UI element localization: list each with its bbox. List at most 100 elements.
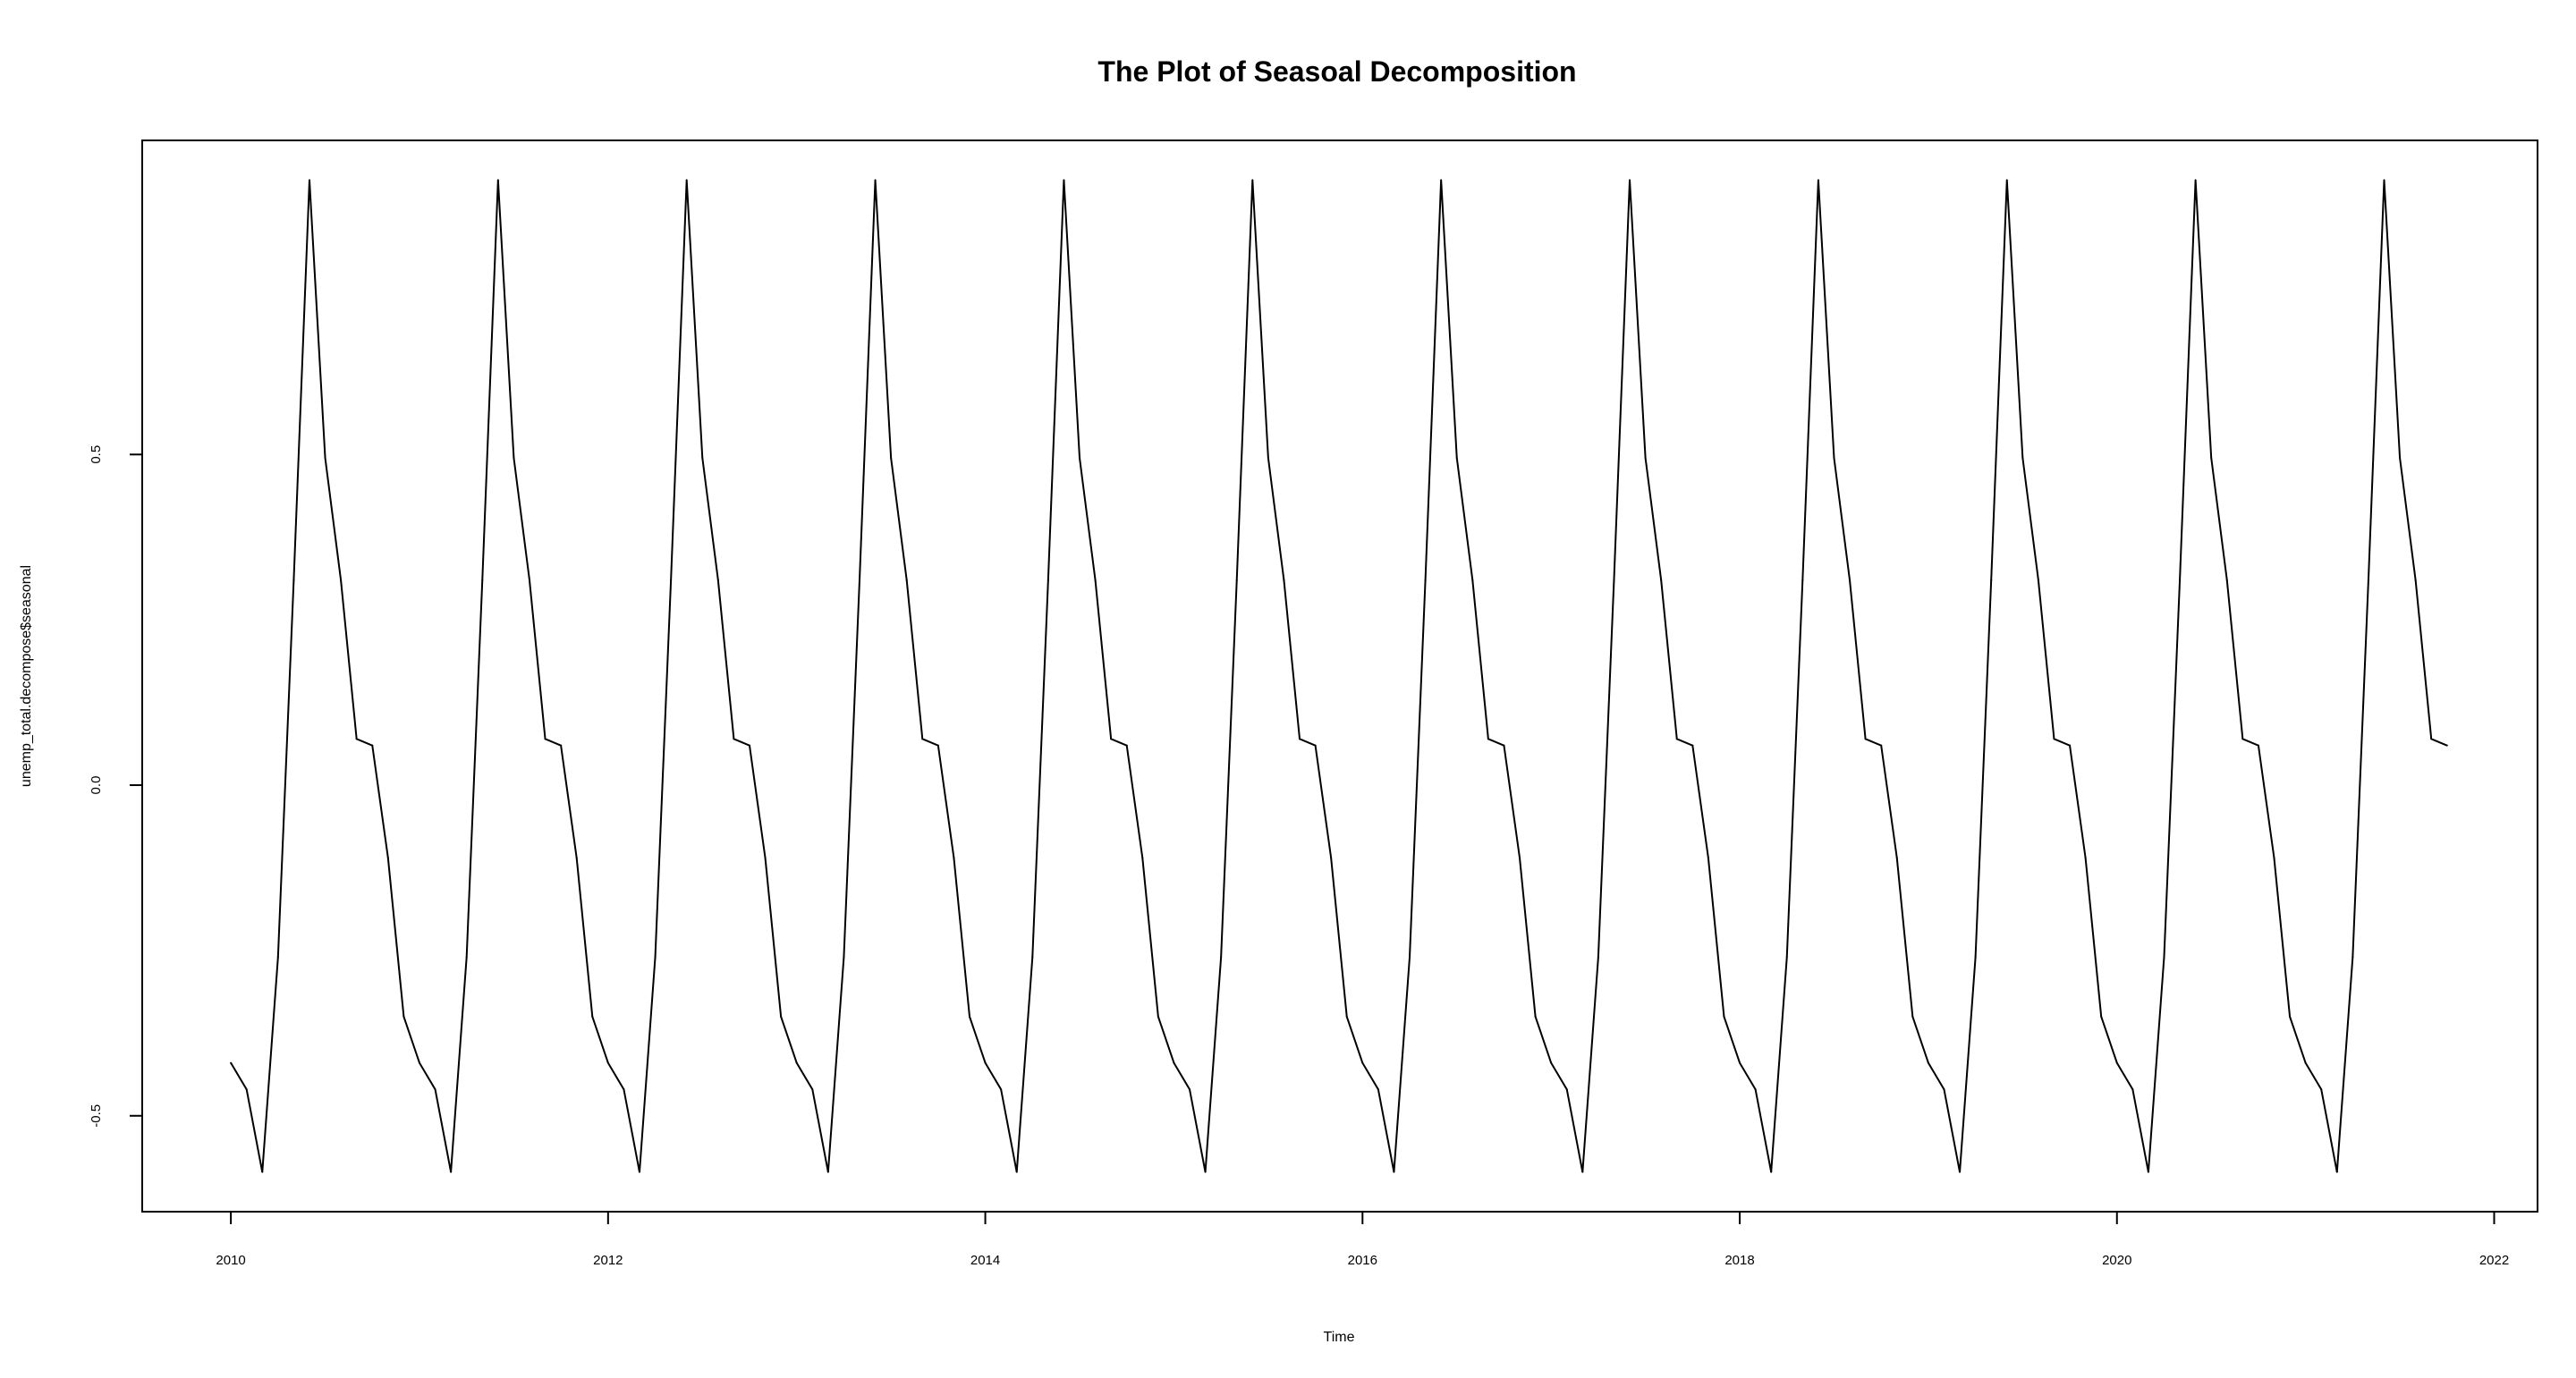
data-point bbox=[356, 738, 358, 740]
y-tick-label: -0.5 bbox=[89, 1104, 104, 1128]
data-point bbox=[985, 1062, 987, 1064]
data-point bbox=[1581, 1171, 1583, 1173]
data-point bbox=[1660, 579, 1662, 581]
data-point bbox=[1000, 1088, 1002, 1090]
data-point bbox=[1079, 457, 1080, 459]
data-point bbox=[875, 179, 877, 181]
data-point bbox=[2368, 579, 2369, 581]
x-tick-label: 2016 bbox=[1348, 1253, 1377, 1268]
data-point bbox=[2038, 579, 2039, 581]
data-point bbox=[1818, 179, 1819, 181]
data-point bbox=[733, 738, 734, 740]
data-point bbox=[529, 579, 530, 581]
data-point bbox=[1535, 1016, 1537, 1018]
data-point bbox=[1975, 956, 1977, 958]
data-point bbox=[1566, 1088, 1568, 1090]
data-point bbox=[1440, 179, 1442, 181]
data-point bbox=[811, 1088, 813, 1090]
data-point bbox=[1755, 1088, 1757, 1090]
data-point bbox=[2289, 1016, 2291, 1018]
data-point bbox=[1519, 857, 1521, 858]
data-point bbox=[2006, 179, 2008, 181]
data-point bbox=[2430, 738, 2432, 740]
data-point bbox=[1990, 579, 1992, 581]
data-point bbox=[261, 1171, 263, 1173]
y-axis-label: unemp_total.decompose$seasonal bbox=[19, 565, 34, 787]
data-point bbox=[1487, 738, 1489, 740]
data-point bbox=[2163, 956, 2165, 958]
data-point bbox=[890, 457, 892, 459]
data-point bbox=[2210, 457, 2212, 459]
data-point bbox=[1676, 738, 1678, 740]
data-point bbox=[843, 956, 844, 958]
data-point bbox=[1236, 579, 1238, 581]
data-point bbox=[402, 1016, 404, 1018]
data-point bbox=[2131, 1088, 2133, 1090]
data-point bbox=[1896, 857, 1898, 858]
data-point bbox=[419, 1062, 420, 1064]
data-point bbox=[969, 1016, 970, 1018]
data-point bbox=[859, 579, 860, 581]
data-point bbox=[1613, 579, 1614, 581]
data-point bbox=[371, 745, 373, 747]
y-axis: -0.5 0.0 0.5 bbox=[89, 445, 142, 1128]
data-point bbox=[325, 457, 326, 459]
data-point bbox=[1047, 579, 1049, 581]
data-point bbox=[340, 579, 342, 581]
data-point bbox=[497, 179, 499, 181]
data-point bbox=[670, 579, 672, 581]
x-axis: 2010 2012 2014 2016 2018 2020 2022 bbox=[216, 1212, 2509, 1268]
data-point bbox=[1220, 956, 1222, 958]
x-tick-label: 2022 bbox=[2479, 1253, 2509, 1268]
data-point bbox=[827, 1171, 829, 1173]
data-point bbox=[2085, 857, 2087, 858]
data-point bbox=[749, 745, 750, 747]
data-point bbox=[1629, 179, 1631, 181]
data-point bbox=[765, 857, 767, 858]
data-point bbox=[1251, 179, 1253, 181]
data-point bbox=[639, 1171, 640, 1173]
x-tick-label: 2020 bbox=[2102, 1253, 2131, 1268]
data-point bbox=[1959, 1171, 1961, 1173]
data-point bbox=[1456, 457, 1458, 459]
data-point bbox=[1031, 956, 1033, 958]
data-point bbox=[2179, 579, 2181, 581]
data-point bbox=[1786, 956, 1788, 958]
data-point bbox=[1707, 857, 1709, 858]
data-point bbox=[1880, 745, 1882, 747]
series-layer bbox=[230, 179, 2448, 1172]
data-point bbox=[1016, 1171, 1018, 1173]
data-point bbox=[1550, 1062, 1552, 1064]
x-tick-label: 2012 bbox=[593, 1253, 623, 1268]
plot-frame bbox=[142, 140, 2538, 1212]
data-point bbox=[2226, 579, 2228, 581]
data-point bbox=[1865, 738, 1867, 740]
data-point bbox=[1095, 579, 1097, 581]
data-point bbox=[1911, 1016, 1913, 1018]
data-point bbox=[1471, 579, 1473, 581]
data-point bbox=[686, 179, 688, 181]
data-point bbox=[1126, 745, 1128, 747]
data-point bbox=[292, 579, 294, 581]
data-point bbox=[435, 1088, 436, 1090]
data-point bbox=[1063, 179, 1064, 181]
data-point bbox=[2258, 745, 2259, 747]
data-point bbox=[1110, 738, 1112, 740]
data-point bbox=[1833, 457, 1835, 459]
data-point bbox=[2053, 738, 2055, 740]
data-point bbox=[1801, 579, 1803, 581]
data-point bbox=[2021, 457, 2023, 459]
data-point bbox=[2351, 956, 2353, 958]
data-point bbox=[2415, 579, 2417, 581]
data-point bbox=[2148, 1171, 2149, 1173]
data-point bbox=[2195, 179, 2197, 181]
data-point bbox=[2273, 857, 2275, 858]
data-point bbox=[2069, 745, 2071, 747]
data-point bbox=[1315, 745, 1317, 747]
data-point bbox=[701, 457, 703, 459]
data-point bbox=[246, 1088, 248, 1090]
data-point bbox=[655, 956, 657, 958]
data-point bbox=[1299, 738, 1301, 740]
